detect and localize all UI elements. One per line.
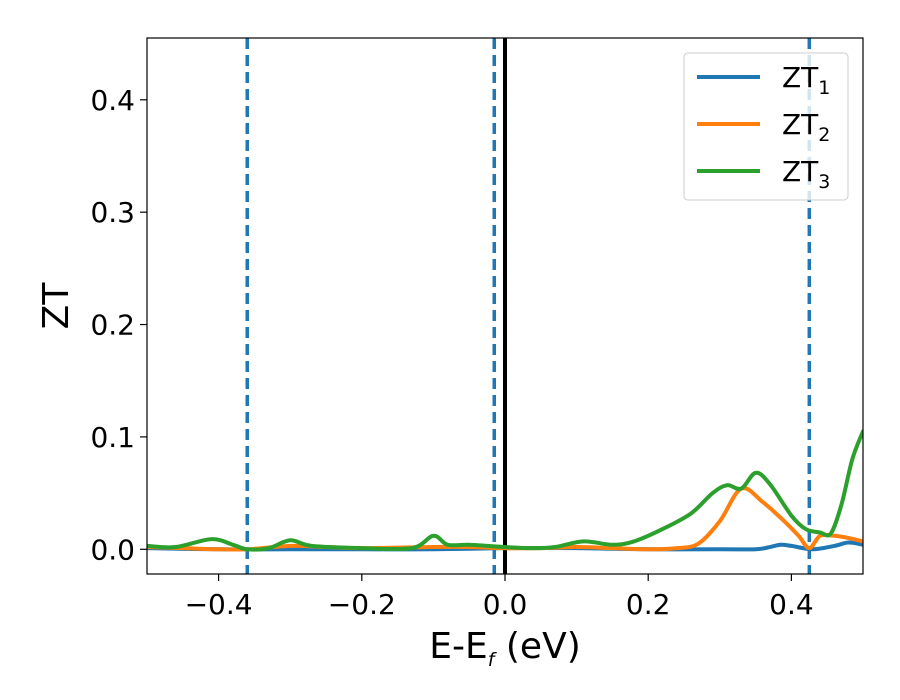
x-tick-label: 0.2: [626, 588, 671, 621]
y-tick-label: 0.4: [90, 84, 135, 117]
series-line-zt2: [147, 486, 863, 552]
legend-label: ZT2: [782, 108, 830, 146]
plot-area: [147, 38, 863, 574]
y-axis-label: ZT: [36, 282, 77, 330]
series-line-zt1: [147, 540, 863, 552]
legend-box: [683, 52, 849, 201]
x-tick-label: 0.4: [769, 588, 814, 621]
x-axis: −0.4 −0.2 0.0 0.2 0.4: [185, 574, 814, 621]
y-tick-label: 0.3: [90, 196, 135, 229]
legend: ZT1 ZT2 ZT3: [683, 52, 849, 201]
x-tick-label: 0.0: [483, 588, 528, 621]
x-tick-label: −0.4: [185, 588, 253, 621]
x-tick-label: −0.2: [328, 588, 396, 621]
y-tick-label: 0.1: [90, 421, 135, 454]
legend-entry: ZT3: [697, 155, 830, 193]
y-axis: 0.0 0.1 0.2 0.3 0.4: [90, 84, 147, 566]
series-line-zt3: [147, 429, 863, 552]
x-axis-label: E-Ef (eV): [429, 626, 581, 671]
y-tick-label: 0.2: [90, 309, 135, 342]
legend-entry: ZT1: [697, 61, 830, 99]
legend-label: ZT1: [782, 61, 830, 99]
y-tick-label: 0.0: [90, 533, 135, 566]
legend-entry: ZT2: [697, 108, 830, 146]
legend-label: ZT3: [782, 155, 830, 193]
